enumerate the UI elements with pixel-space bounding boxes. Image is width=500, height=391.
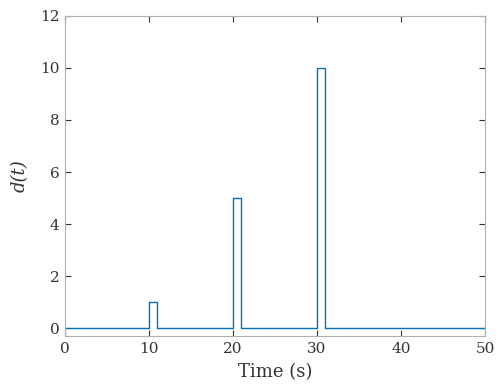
Y-axis label: d(t): d(t)	[11, 160, 29, 192]
X-axis label: Time (s): Time (s)	[238, 363, 312, 381]
